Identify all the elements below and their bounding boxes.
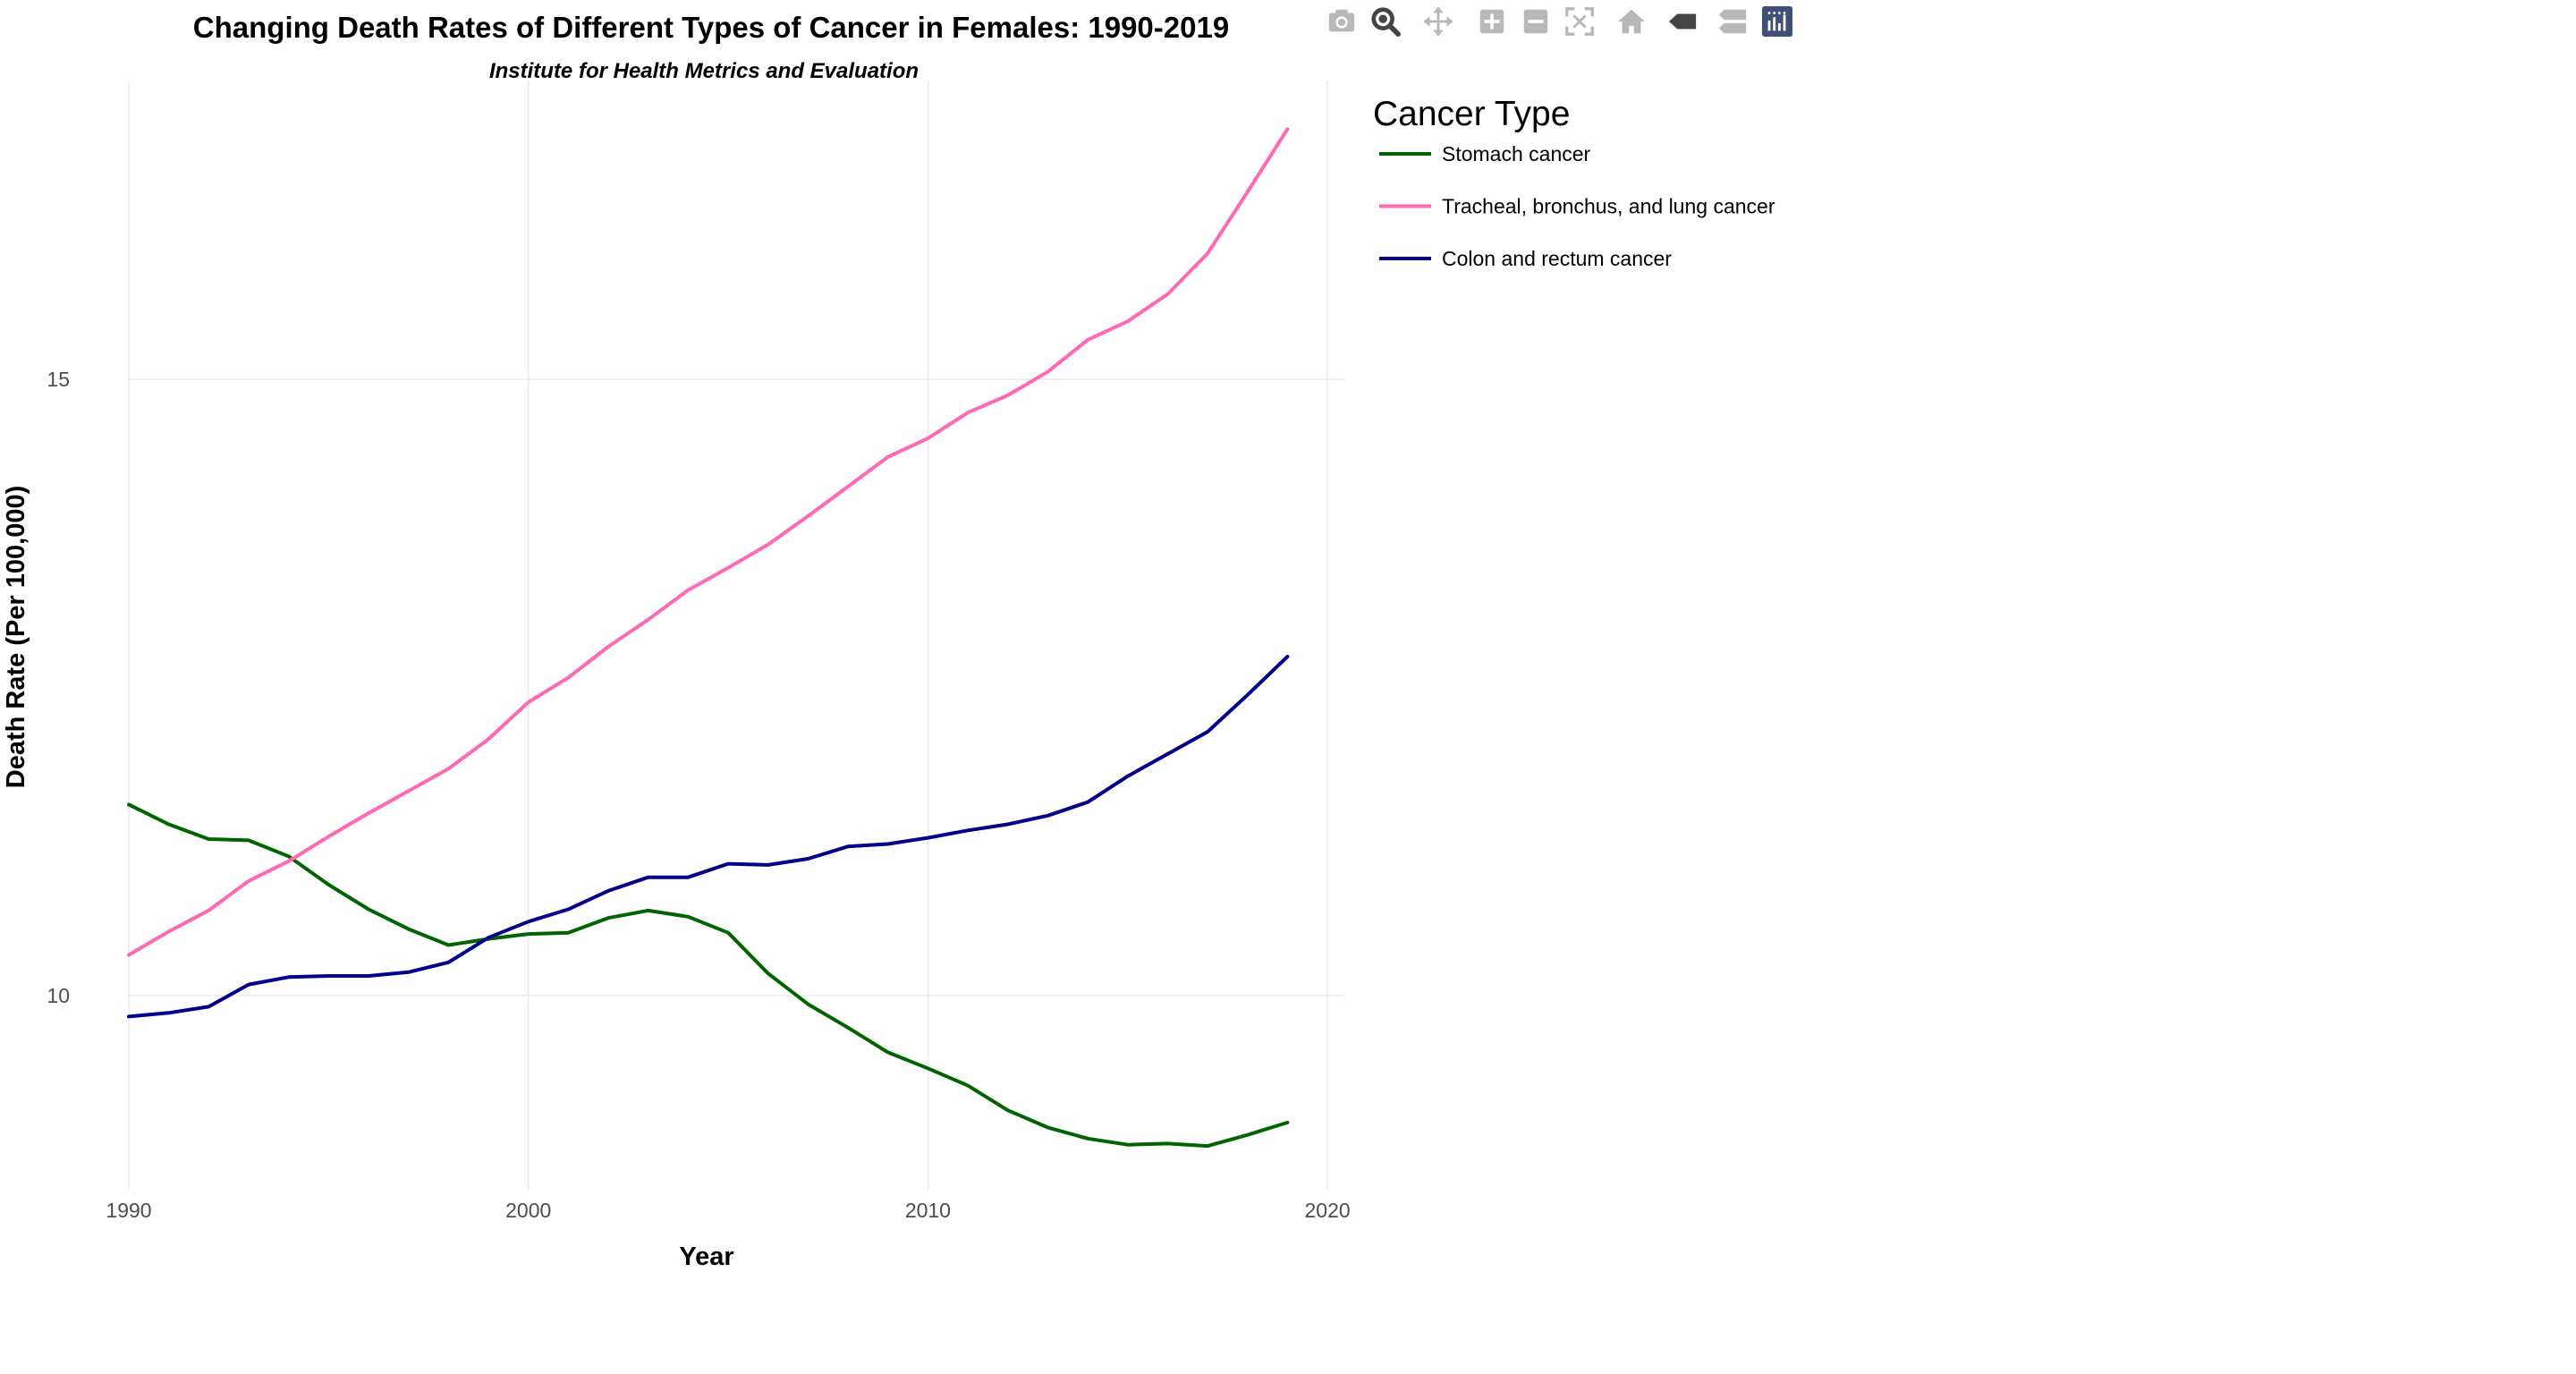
zoom-out-icon bbox=[1521, 6, 1551, 37]
legend-title: Cancer Type bbox=[1373, 95, 1570, 133]
chart-title: Changing Death Rates of Different Types … bbox=[193, 11, 1229, 44]
legend-item-label[interactable]: Stomach cancer bbox=[1442, 142, 1591, 165]
home-icon bbox=[1616, 6, 1647, 37]
axis-ticks: 1990 2000 2010 2020 10 15 bbox=[47, 368, 1350, 1222]
hover-closest-button[interactable] bbox=[1661, 5, 1704, 38]
legend-item-label[interactable]: Colon and rectum cancer bbox=[1442, 247, 1672, 270]
modebar-toolbar bbox=[1319, 5, 1793, 38]
zoom-button[interactable] bbox=[1364, 5, 1407, 38]
series-line-1[interactable] bbox=[127, 127, 1290, 957]
camera-icon bbox=[1326, 6, 1357, 37]
series-line-0[interactable] bbox=[127, 802, 1290, 1149]
legend-item-label[interactable]: Tracheal, bronchus, and lung cancer bbox=[1442, 195, 1775, 218]
y-tick-label: 15 bbox=[47, 368, 70, 391]
hover-compare-icon bbox=[1717, 6, 1748, 37]
y-axis-label: Death Rate (Per 100,000) bbox=[2, 486, 30, 789]
autoscale-button[interactable] bbox=[1557, 5, 1602, 38]
chart-subtitle: Institute for Health Metrics and Evaluat… bbox=[489, 59, 919, 83]
pan-icon bbox=[1423, 6, 1453, 37]
legend: Cancer Type Stomach cancer Tracheal, bron… bbox=[1373, 95, 1775, 270]
hover-closest-icon bbox=[1667, 6, 1698, 37]
x-tick-label: 1990 bbox=[106, 1199, 151, 1222]
zoom-in-button[interactable] bbox=[1470, 5, 1514, 38]
x-tick-label: 2020 bbox=[1305, 1199, 1351, 1222]
x-tick-label: 2000 bbox=[505, 1199, 551, 1222]
pan-button[interactable] bbox=[1407, 5, 1470, 38]
reset-axes-button[interactable] bbox=[1602, 5, 1661, 38]
y-tick-label: 10 bbox=[47, 984, 70, 1007]
hover-compare-button[interactable] bbox=[1704, 5, 1761, 38]
gridlines bbox=[128, 81, 1344, 1190]
x-tick-label: 2010 bbox=[905, 1199, 951, 1222]
plotly-logo-icon bbox=[1762, 6, 1792, 37]
zoom-out-button[interactable] bbox=[1514, 5, 1557, 38]
zoom-icon bbox=[1370, 6, 1401, 37]
download-png-button[interactable] bbox=[1319, 5, 1364, 38]
x-axis-label: Year bbox=[679, 1243, 733, 1271]
autoscale-icon bbox=[1564, 6, 1595, 37]
series-line-2[interactable] bbox=[127, 655, 1290, 1019]
zoom-in-icon bbox=[1477, 6, 1507, 37]
plotly-logo-link[interactable] bbox=[1761, 5, 1793, 38]
plot-area[interactable] bbox=[127, 127, 1290, 1149]
